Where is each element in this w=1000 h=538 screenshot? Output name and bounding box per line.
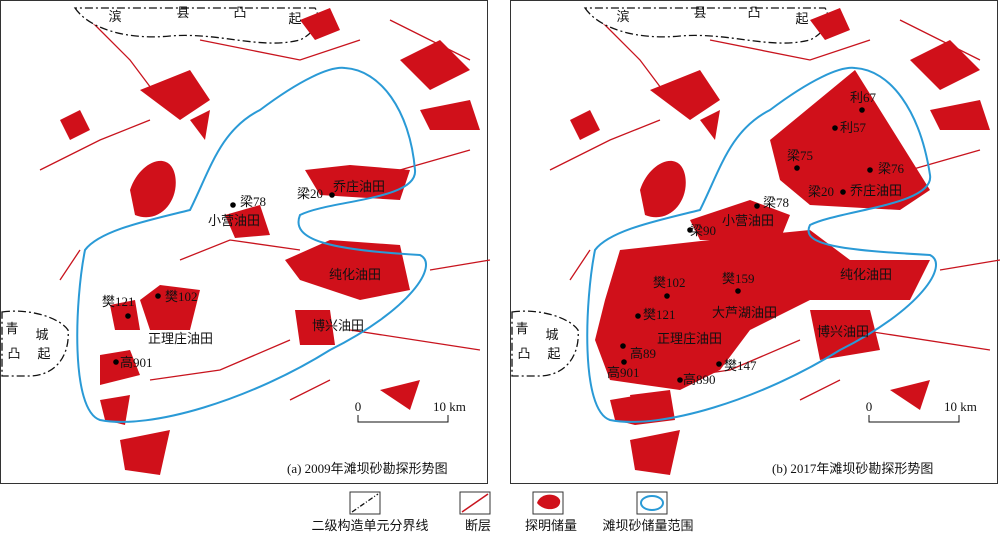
well-dot	[230, 202, 236, 208]
uplift-label: 城	[545, 327, 558, 342]
oilfield-label: 小营油田	[208, 213, 260, 228]
uplift-label: 城	[35, 327, 48, 342]
legend-label: 二级构造单元分界线	[311, 518, 428, 533]
uplift-label: 青	[5, 321, 18, 336]
well-dot	[677, 377, 683, 383]
well-label: 樊102	[653, 275, 686, 290]
oilfield-label: 纯化油田	[840, 267, 892, 282]
oilfield-label: 乔庄油田	[850, 183, 902, 198]
well-label: 樊159	[722, 271, 755, 286]
well-label: 高89	[630, 346, 656, 361]
well-label: 樊121	[102, 294, 135, 309]
well-label: 梁78	[240, 194, 266, 209]
well-label: 高890	[683, 372, 716, 387]
well-dot	[754, 203, 760, 209]
well-dot	[735, 288, 741, 294]
oilfield-label: 正理庄油田	[148, 331, 213, 346]
oilfield-label: 正理庄油田	[657, 331, 722, 346]
well-dot	[329, 192, 335, 198]
well-label: 利57	[840, 120, 867, 135]
well-label: 高901	[120, 355, 153, 370]
oilfield-label: 大芦湖油田	[712, 305, 777, 320]
well-label: 梁90	[690, 223, 716, 238]
well-dot	[113, 359, 119, 365]
well-label: 梁75	[787, 148, 813, 163]
well-label: 利67	[850, 90, 877, 105]
legend-label: 断层	[465, 518, 491, 533]
uplift-label: 起	[547, 346, 560, 361]
well-dot	[664, 293, 670, 299]
well-dot	[867, 167, 873, 173]
well-dot	[687, 227, 693, 233]
panel-2009: 滨县凸起青 城凸 起梁78梁20樊121 樊102高901乔庄油田小营油田纯化油田正理…	[0, 0, 491, 485]
uplift-label: 县	[176, 5, 189, 20]
well-label: 梁20	[297, 186, 323, 201]
panel-2017: 滨县凸起青 城凸 起利67利57梁75梁76梁20梁78梁90樊102 樊159樊12…	[509, 0, 1000, 485]
scale-label: 0	[866, 399, 873, 414]
uplift-label: 凸	[747, 5, 760, 20]
well-label: 高901	[607, 365, 640, 380]
legend: 二级构造单元分界线 断层 探明储量 滩坝砂储量范围	[311, 491, 694, 533]
well-dot	[840, 189, 846, 195]
uplift-label: 凸	[7, 346, 20, 361]
caption: (b) 2017年滩坝砂勘探形势图	[772, 461, 933, 476]
well-dot	[794, 165, 800, 171]
scale-label: 0	[355, 399, 362, 414]
uplift-label: 滨	[108, 9, 121, 24]
well-label: 梁76	[878, 161, 905, 176]
well-dot	[125, 313, 131, 319]
well-dot	[620, 343, 626, 349]
uplift-label: 滨	[616, 9, 629, 24]
well-dot	[716, 361, 722, 367]
legend-label: 探明储量	[525, 518, 577, 533]
oilfield-label: 博兴油田	[312, 318, 364, 333]
scale-label: 10 km	[433, 399, 466, 414]
uplift-label: 起	[37, 346, 50, 361]
oilfield-label: 博兴油田	[817, 324, 869, 339]
uplift-label: 青	[515, 321, 528, 336]
scale-bar	[868, 415, 960, 423]
scale-bar	[357, 415, 449, 423]
well-label: 梁20	[808, 184, 834, 199]
well-dot	[832, 125, 838, 131]
well-label: 樊121	[643, 307, 676, 322]
well-dot	[621, 359, 627, 365]
well-label: 樊102	[165, 289, 198, 304]
uplift-label: 凸	[517, 346, 530, 361]
well-dot	[859, 107, 865, 113]
well-dot	[635, 313, 641, 319]
well-label: 梁78	[763, 195, 789, 210]
uplift-label: 起	[795, 11, 808, 26]
uplift-label: 起	[288, 11, 301, 26]
well-label: 樊147	[724, 358, 757, 373]
oilfield-label: 小营油田	[722, 213, 774, 228]
scale-label: 10 km	[944, 399, 977, 414]
uplift-label: 凸	[233, 5, 246, 20]
legend-label: 滩坝砂储量范围	[602, 518, 693, 533]
caption: (a) 2009年滩坝砂勘探形势图	[287, 461, 448, 476]
well-dot	[155, 293, 161, 299]
uplift-label: 县	[693, 5, 706, 20]
oilfield-label: 乔庄油田	[333, 179, 385, 194]
oilfield-label: 纯化油田	[329, 267, 381, 282]
